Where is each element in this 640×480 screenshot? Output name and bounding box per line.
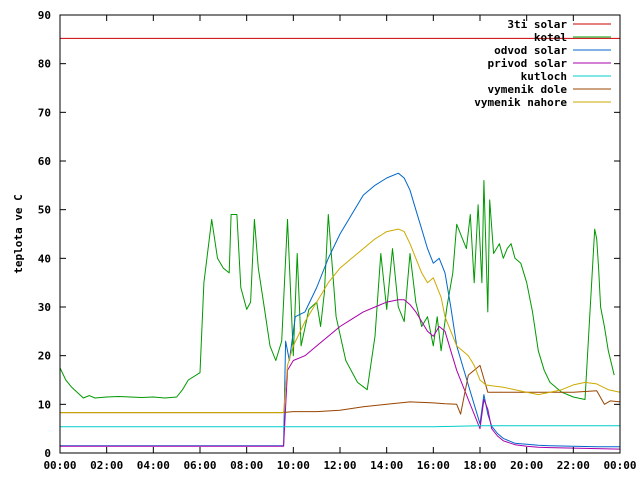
legend-label-kutloch: kutloch bbox=[521, 70, 567, 83]
legend-label-3ti-solar: 3ti solar bbox=[507, 18, 567, 31]
x-tick-label: 12:00 bbox=[323, 459, 356, 472]
y-axis-label: teplota ve C bbox=[12, 194, 25, 273]
x-tick-label: 14:00 bbox=[370, 459, 403, 472]
y-axis: 0 10 20 30 40 50 60 70 80 90 bbox=[38, 9, 620, 460]
series-line-privod-solar bbox=[60, 299, 621, 450]
series-line-vymenik-dole bbox=[60, 364, 621, 415]
x-tick-label: 20:00 bbox=[510, 459, 543, 472]
y-tick-label: 10 bbox=[38, 398, 51, 411]
x-tick-label: 18:00 bbox=[463, 459, 496, 472]
series-line-odvod-solar bbox=[60, 172, 620, 448]
series-line-kotel bbox=[59, 180, 615, 400]
x-tick-label: 10:00 bbox=[277, 459, 310, 472]
x-tick-label: 16:00 bbox=[417, 459, 450, 472]
series-line-vymenik-nahore bbox=[60, 228, 621, 414]
y-tick-label: 40 bbox=[38, 252, 51, 265]
legend-label-odvod-solar: odvod solar bbox=[494, 44, 567, 57]
x-tick-label: 04:00 bbox=[137, 459, 170, 472]
y-tick-label: 20 bbox=[38, 350, 51, 363]
x-tick-label: 02:00 bbox=[90, 459, 123, 472]
series-layer bbox=[59, 37, 621, 450]
y-tick-label: 60 bbox=[38, 155, 51, 168]
x-tick-label: 00:00 bbox=[603, 459, 636, 472]
legend-label-privod-solar: privod solar bbox=[488, 57, 568, 70]
legend-label-kotel: kotel bbox=[534, 31, 567, 44]
y-tick-label: 90 bbox=[38, 9, 51, 22]
y-tick-label: 30 bbox=[38, 301, 51, 314]
y-tick-label: 0 bbox=[44, 447, 51, 460]
y-tick-label: 80 bbox=[38, 58, 51, 71]
y-tick-label: 70 bbox=[38, 106, 51, 119]
legend-label-vymenik-dole: vymenik dole bbox=[488, 83, 568, 96]
x-tick-label: 08:00 bbox=[230, 459, 263, 472]
x-tick-label: 06:00 bbox=[183, 459, 216, 472]
x-tick-label: 00:00 bbox=[43, 459, 76, 472]
x-tick-label: 22:00 bbox=[557, 459, 590, 472]
legend-label-vymenik-nahore: vymenik nahore bbox=[474, 96, 567, 109]
series-line-kutloch bbox=[60, 425, 620, 428]
x-axis: 00:00 02:00 04:00 06:00 08:00 10:00 12:00 14:00… bbox=[43, 15, 637, 472]
y-tick-label: 50 bbox=[38, 204, 51, 217]
